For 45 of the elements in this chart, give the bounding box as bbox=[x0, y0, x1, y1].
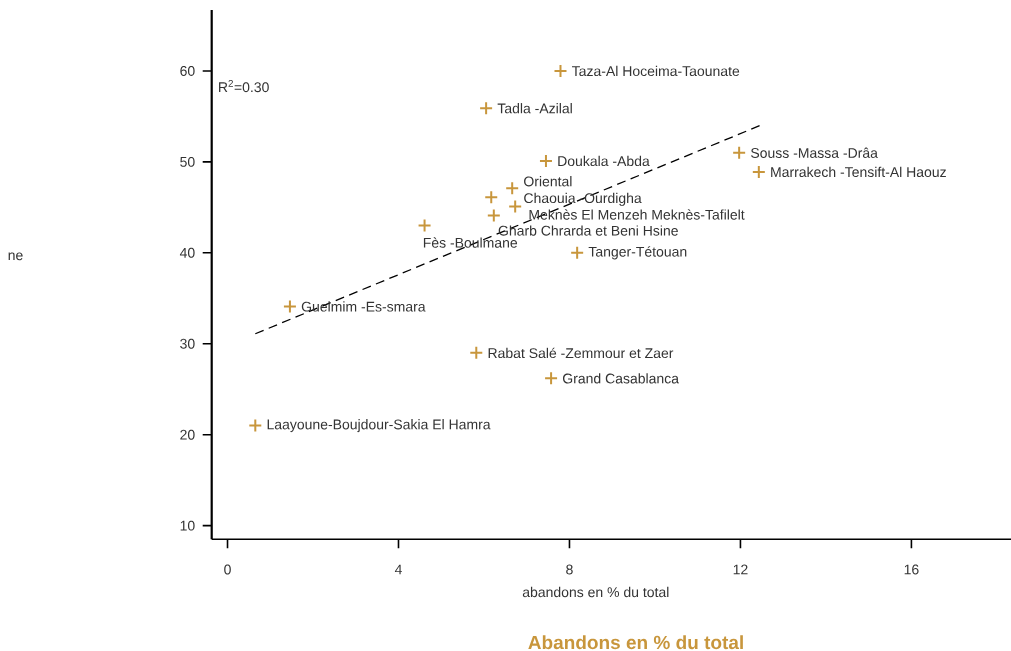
x-axis-title: abandons en % du total bbox=[522, 586, 669, 598]
point bbox=[508, 199, 523, 214]
y-tick-label: 10 bbox=[180, 520, 195, 531]
y-tick-label: 30 bbox=[180, 338, 195, 349]
y-tick-label: 50 bbox=[180, 156, 195, 167]
point bbox=[732, 145, 747, 160]
annotation: Laayoune-Boujdour-Sakia El Hamra bbox=[267, 419, 491, 433]
y-tick-label: 20 bbox=[180, 429, 195, 440]
y-tick-label: 60 bbox=[180, 65, 195, 76]
point bbox=[544, 371, 559, 386]
annotation: Tadla -Azilal bbox=[497, 103, 572, 114]
annotation: Guelmim -Es-smara bbox=[301, 301, 426, 312]
annotation: Chaouia -Ourdigha bbox=[524, 192, 642, 206]
point bbox=[751, 164, 766, 179]
annotation: Taza-Al Hoceima-Taounate bbox=[572, 65, 740, 77]
point bbox=[538, 153, 553, 168]
point bbox=[479, 101, 494, 116]
point bbox=[553, 63, 568, 78]
annotation: R$^{2}$=0.30 bbox=[219, 79, 269, 93]
y-tick-label: 40 bbox=[179, 247, 195, 258]
point bbox=[570, 245, 585, 260]
x-tick-label: 4 bbox=[394, 564, 402, 575]
annotation: Souss -Massa -Drâa bbox=[751, 147, 878, 158]
annotation: Oriental bbox=[524, 176, 572, 187]
annotation: Fès -Boulmane bbox=[423, 237, 518, 248]
point bbox=[505, 181, 520, 196]
point bbox=[484, 190, 499, 205]
point bbox=[417, 218, 432, 233]
point bbox=[248, 418, 263, 433]
text: Abandons en % du total bbox=[528, 635, 743, 650]
annotation: Tanger-Tétouan bbox=[588, 246, 687, 260]
point bbox=[282, 299, 297, 314]
x-tick-label: 16 bbox=[904, 564, 919, 575]
text: ne bbox=[8, 252, 23, 261]
x-tick-label: 0 bbox=[224, 564, 231, 575]
x-tick-label: 12 bbox=[733, 564, 748, 575]
point bbox=[486, 208, 501, 223]
annotation: Meknès El Menzeh Meknès-Tafilelt bbox=[529, 209, 745, 220]
annotation: Rabat Salé -Zemmour et Zaer bbox=[488, 347, 674, 359]
x-tick-label: 8 bbox=[566, 564, 573, 575]
point bbox=[469, 345, 484, 360]
annotation: Grand Casablanca bbox=[562, 373, 679, 384]
annotation: Marrakech -Tensift-Al Haouz bbox=[771, 166, 946, 178]
annotation: Doukala -Abda bbox=[558, 155, 650, 167]
annotation: Gharb Chrarda et Beni Hsine bbox=[498, 225, 678, 236]
